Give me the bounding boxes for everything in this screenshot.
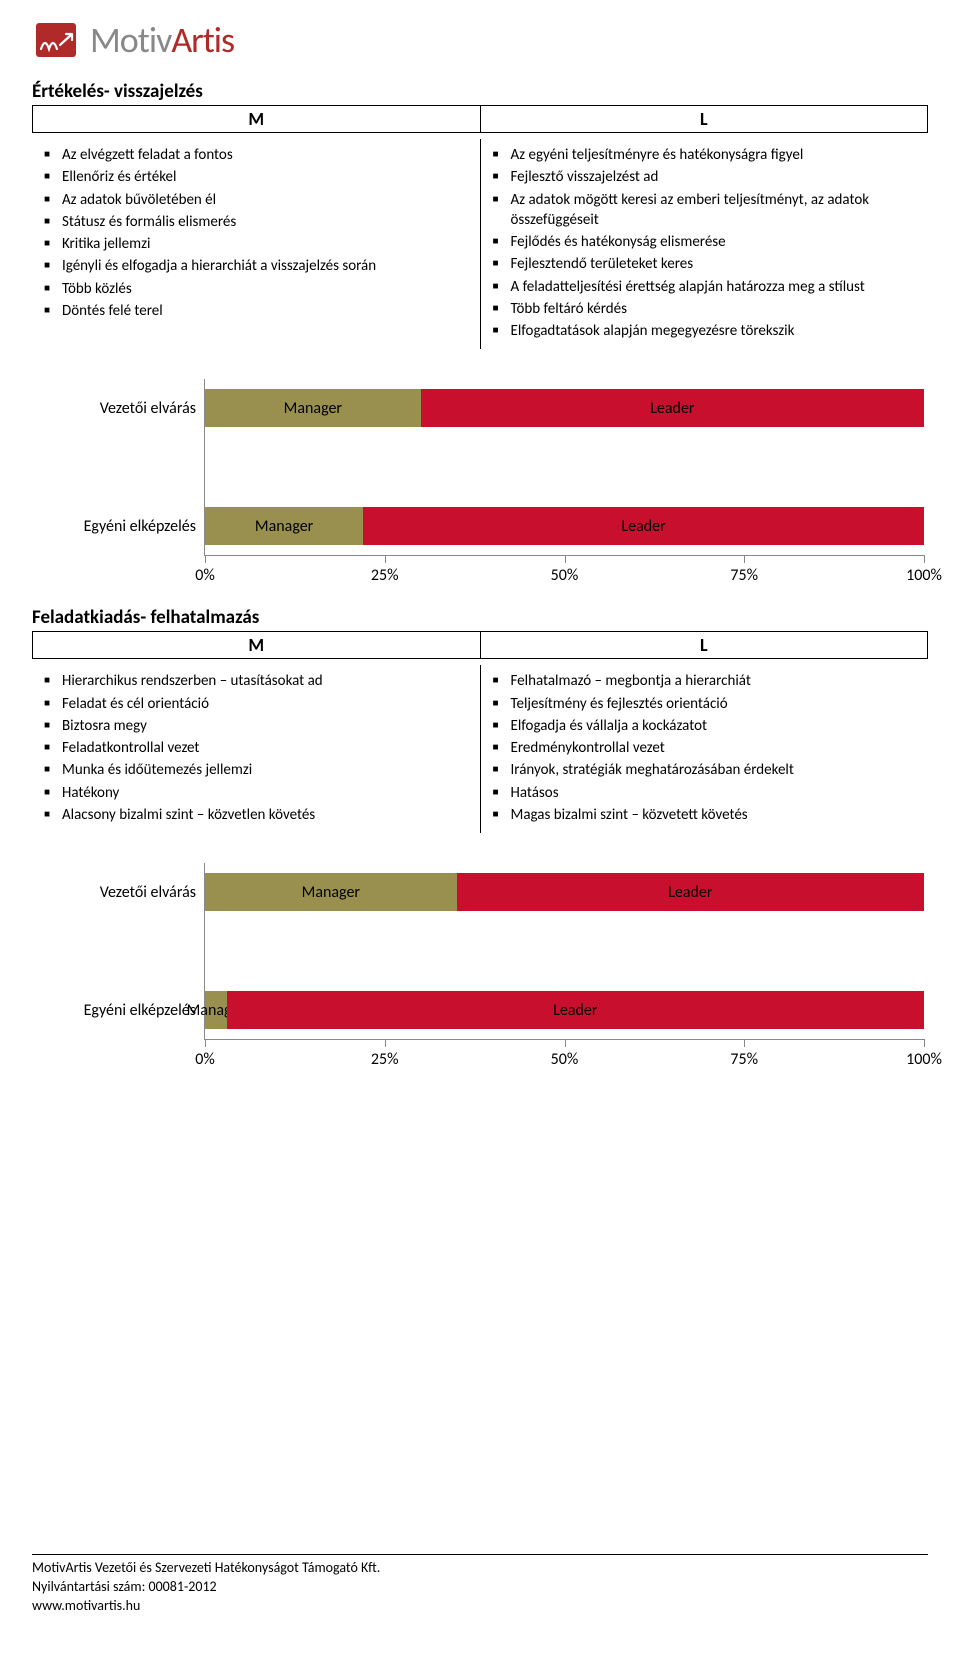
- section2-right: Felhatalmazó – megbontja a hierarchiát Te…: [481, 665, 929, 833]
- list-item: Az elvégzett feladat a fontos: [42, 145, 466, 165]
- bar-segment-leader: Leader: [363, 507, 924, 545]
- footer-line1: MotivArtis Vezetői és Szervezeti Hatékon…: [32, 1559, 928, 1578]
- chart1-cat1: Egyéni elképzelés: [36, 497, 204, 555]
- list-item: Státusz és formális elismerés: [42, 212, 466, 232]
- footer: MotivArtis Vezetői és Szervezeti Hatékon…: [32, 1554, 928, 1616]
- bar-segment-manager: Manager: [205, 507, 363, 545]
- list-item: Magas bizalmi szint – közvetett követés: [491, 805, 915, 825]
- logo-grey: Motiv: [90, 18, 171, 62]
- bar-row: ManagerLeader: [205, 991, 924, 1029]
- col-m2: M: [33, 632, 481, 658]
- axis-tick-label: 0%: [195, 566, 215, 585]
- section1-chart: Vezetői elvárás Egyéni elképzelés Manage…: [32, 379, 928, 556]
- list-item: Elfogadtatások alapján megegyezésre töre…: [491, 321, 915, 341]
- chart2-cat1: Egyéni elképzelés: [36, 981, 204, 1039]
- list-item: Döntés felé terel: [42, 301, 466, 321]
- bar-row: ManagerLeader: [205, 389, 924, 427]
- list-item: Igényli és elfogadja a hierarchiát a vis…: [42, 256, 466, 276]
- list-item: Fejlődés és hatékonyság elismerése: [491, 232, 915, 252]
- logo-text: MotivArtis: [90, 18, 234, 62]
- logo: MotivArtis: [32, 18, 928, 62]
- list-item: Az adatok mögött keresi az emberi teljes…: [491, 190, 915, 231]
- chart1-cat0: Vezetői elvárás: [36, 379, 204, 437]
- axis-tick-label: 25%: [371, 1050, 399, 1069]
- col-l2: L: [481, 632, 928, 658]
- axis-tick: [744, 555, 745, 563]
- axis-tick-label: 100%: [906, 1050, 942, 1069]
- list-item: Hatásos: [491, 783, 915, 803]
- list-item: Felhatalmazó – megbontja a hierarchiát: [491, 671, 915, 691]
- bar-segment-leader: Leader: [227, 991, 924, 1029]
- axis-tick-label: 75%: [730, 1050, 758, 1069]
- list-item: Ellenőriz és értékel: [42, 167, 466, 187]
- section1-header-row: M L: [32, 105, 928, 133]
- axis-tick: [565, 1039, 566, 1047]
- list-item: Alacsony bizalmi szint – közvetlen követ…: [42, 805, 466, 825]
- list-item: Eredménykontrollal vezet: [491, 738, 915, 758]
- bar-segment-manager: Manager: [205, 389, 421, 427]
- list-item: Fejlesztendő területeket keres: [491, 254, 915, 274]
- list-item: Irányok, stratégiák meghatározásában érd…: [491, 760, 915, 780]
- axis-tick: [565, 555, 566, 563]
- bar-segment-leader: Leader: [457, 873, 924, 911]
- section2-header-row: M L: [32, 631, 928, 659]
- logo-icon: [32, 18, 80, 62]
- list-item: Több feltáró kérdés: [491, 299, 915, 319]
- section1-content: Az elvégzett feladat a fontosEllenőriz é…: [32, 139, 928, 349]
- list-item: Munka és időütemezés jellemzi: [42, 760, 466, 780]
- section1-left: Az elvégzett feladat a fontosEllenőriz é…: [32, 139, 481, 349]
- axis-tick-label: 100%: [906, 566, 942, 585]
- bar-segment-leader: Leader: [421, 389, 924, 427]
- section2-content: Hierarchikus rendszerben – utasításokat …: [32, 665, 928, 833]
- section2-title: Feladatkiadás- felhatalmazás: [32, 606, 928, 629]
- chart2-cat0: Vezetői elvárás: [36, 863, 204, 921]
- axis-tick: [385, 555, 386, 563]
- axis-tick: [924, 1039, 925, 1047]
- axis-tick: [205, 555, 206, 563]
- list-item: Több közlés: [42, 279, 466, 299]
- axis-tick: [205, 1039, 206, 1047]
- section1-right: Az egyéni teljesítményre és hatékonyságr…: [481, 139, 929, 349]
- col-m: M: [33, 106, 481, 132]
- bar-segment-manager: Manager: [205, 873, 457, 911]
- list-item: Teljesítmény és fejlesztés orientáció: [491, 694, 915, 714]
- list-item: Fejlesztő visszajelzést ad: [491, 167, 915, 187]
- footer-line3: www.motivartis.hu: [32, 1597, 928, 1616]
- axis-tick-label: 50%: [551, 1050, 579, 1069]
- list-item: Az egyéni teljesítményre és hatékonyságr…: [491, 145, 915, 165]
- list-item: Az adatok bűvöletében él: [42, 190, 466, 210]
- list-item: Feladatkontrollal vezet: [42, 738, 466, 758]
- bar-row: ManagerLeader: [205, 873, 924, 911]
- section1-title: Értékelés- visszajelzés: [32, 80, 928, 103]
- section2-chart: Vezetői elvárás Egyéni elképzelés Manage…: [32, 863, 928, 1040]
- bar-row: ManagerLeader: [205, 507, 924, 545]
- list-item: Kritika jellemzi: [42, 234, 466, 254]
- list-item: Biztosra megy: [42, 716, 466, 736]
- list-item: Hierarchikus rendszerben – utasításokat …: [42, 671, 466, 691]
- list-item: Elfogadja és vállalja a kockázatot: [491, 716, 915, 736]
- list-item: Hatékony: [42, 783, 466, 803]
- axis-tick: [385, 1039, 386, 1047]
- axis-tick: [744, 1039, 745, 1047]
- bar-segment-manager: Manager: [205, 991, 227, 1029]
- section2-left: Hierarchikus rendszerben – utasításokat …: [32, 665, 481, 833]
- list-item: Feladat és cél orientáció: [42, 694, 466, 714]
- logo-red: Artis: [171, 18, 234, 62]
- axis-tick-label: 0%: [195, 1050, 215, 1069]
- axis-tick-label: 50%: [551, 566, 579, 585]
- footer-line2: Nyilvántartási szám: 00081-2012: [32, 1578, 928, 1597]
- axis-tick-label: 75%: [730, 566, 758, 585]
- col-l: L: [481, 106, 928, 132]
- axis-tick-label: 25%: [371, 566, 399, 585]
- axis-tick: [924, 555, 925, 563]
- list-item: A feladatteljesítési érettség alapján ha…: [491, 277, 915, 297]
